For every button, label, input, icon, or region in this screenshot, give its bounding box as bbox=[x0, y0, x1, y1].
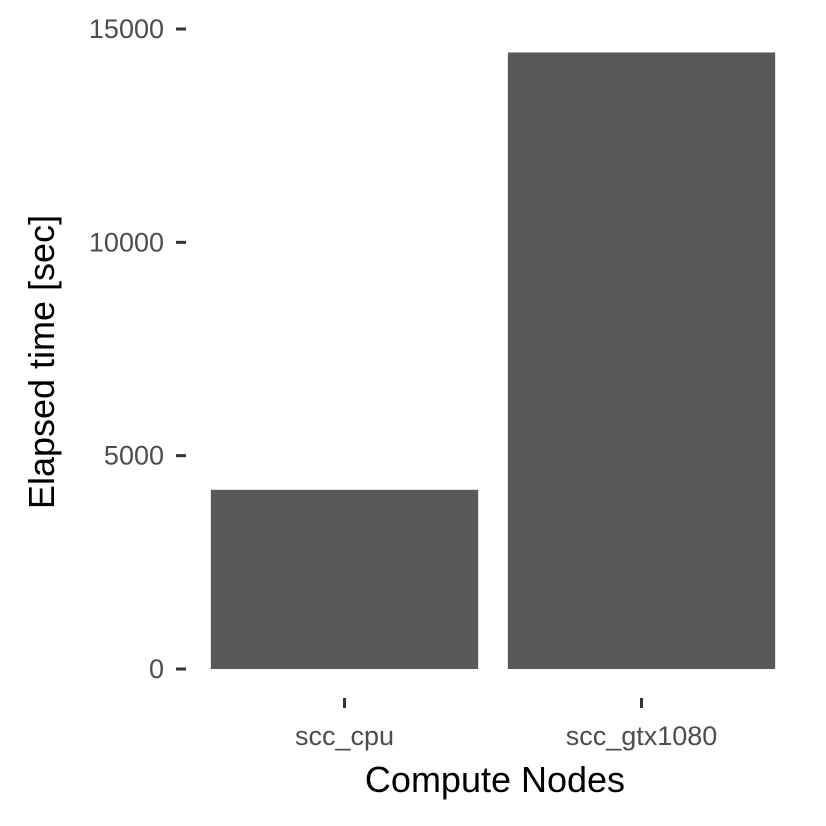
y-tick-label: 5000 bbox=[104, 441, 164, 471]
y-tick-label: 10000 bbox=[89, 227, 164, 257]
x-axis-title: Compute Nodes bbox=[365, 759, 625, 800]
bars bbox=[210, 52, 776, 669]
y-axis-title: Elapsed time [sec] bbox=[21, 215, 62, 509]
bar-scc_cpu bbox=[210, 489, 479, 669]
x-axis: scc_cpu scc_gtx1080 bbox=[295, 698, 717, 751]
bar-scc_gtx1080 bbox=[507, 52, 776, 669]
y-tick-label: 15000 bbox=[89, 14, 164, 44]
x-tick-label: scc_cpu bbox=[295, 721, 394, 751]
y-axis: 0 5000 10000 15000 bbox=[89, 14, 186, 684]
y-tick-label: 0 bbox=[149, 654, 164, 684]
x-tick-label: scc_gtx1080 bbox=[566, 721, 718, 751]
